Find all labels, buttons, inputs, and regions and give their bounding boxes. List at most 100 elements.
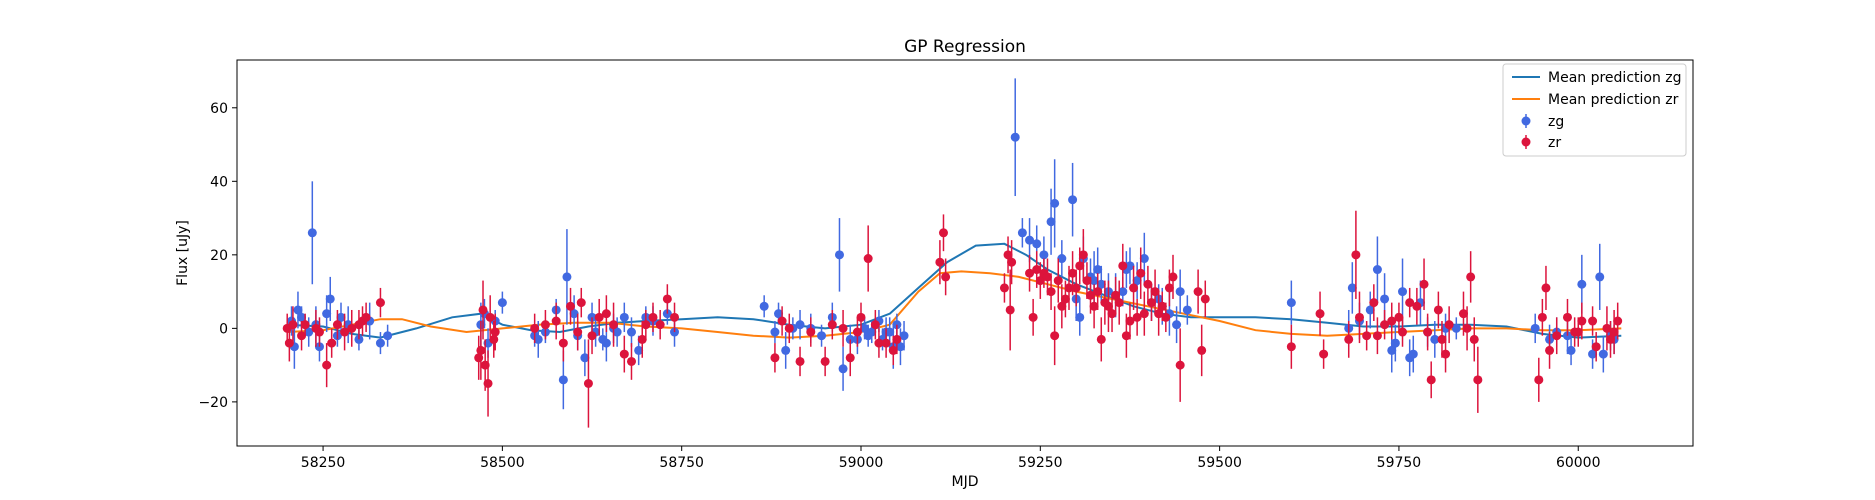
zr-points-group bbox=[282, 210, 1623, 428]
zr-point bbox=[1035, 276, 1045, 286]
zr-point bbox=[1032, 265, 1042, 275]
zr-point bbox=[1444, 320, 1454, 330]
zr-point bbox=[1412, 301, 1422, 311]
zr-point bbox=[300, 320, 310, 330]
zr-point bbox=[999, 283, 1009, 293]
zr-point bbox=[1132, 312, 1142, 322]
zr-point bbox=[1609, 327, 1619, 337]
zg-point bbox=[1025, 235, 1035, 245]
zr-point bbox=[558, 338, 568, 348]
zr-point bbox=[1005, 305, 1015, 315]
zg-point bbox=[795, 320, 805, 330]
zr-point bbox=[1103, 301, 1113, 311]
y-tick-label: 60 bbox=[210, 101, 228, 117]
zr-point bbox=[485, 312, 495, 322]
zg-point bbox=[1118, 287, 1128, 297]
zr-point bbox=[670, 312, 680, 322]
zr-point bbox=[1064, 283, 1074, 293]
zr-point bbox=[1545, 345, 1555, 355]
zg-point bbox=[759, 301, 769, 311]
zg-point bbox=[304, 327, 314, 337]
zr-point bbox=[340, 327, 350, 337]
zr-point bbox=[1552, 331, 1562, 341]
zr-point bbox=[1050, 331, 1060, 341]
zg-point bbox=[1595, 272, 1605, 282]
zr-point bbox=[874, 338, 884, 348]
zr-point bbox=[1398, 327, 1408, 337]
zg-point bbox=[322, 309, 332, 319]
zg-point bbox=[1372, 265, 1382, 275]
zr-point bbox=[1046, 287, 1056, 297]
zg-point bbox=[1032, 239, 1042, 249]
zg-point bbox=[1125, 261, 1135, 271]
zr-point bbox=[1469, 334, 1479, 344]
zr-point bbox=[820, 356, 830, 366]
zg-point bbox=[1598, 349, 1608, 359]
zr-point bbox=[1458, 309, 1468, 319]
zg-point bbox=[838, 364, 848, 374]
zg-point bbox=[1075, 312, 1085, 322]
zr-point bbox=[375, 298, 385, 308]
zr-point bbox=[573, 327, 583, 337]
zr-point bbox=[1433, 305, 1443, 315]
legend-box bbox=[1502, 63, 1687, 157]
zg-point bbox=[336, 312, 346, 322]
zr-point bbox=[594, 312, 604, 322]
zr-point bbox=[1121, 331, 1131, 341]
zr-point bbox=[489, 334, 499, 344]
zg-point bbox=[1175, 287, 1185, 297]
zr-point bbox=[1125, 316, 1135, 326]
zr-point bbox=[1078, 250, 1088, 260]
zg-point bbox=[375, 338, 385, 348]
zg-point bbox=[1451, 323, 1461, 333]
zr-point bbox=[637, 334, 647, 344]
zg-point bbox=[774, 309, 784, 319]
zg-point bbox=[1398, 287, 1408, 297]
zr-point bbox=[1075, 261, 1085, 271]
zg-point bbox=[325, 294, 335, 304]
zr-point bbox=[1394, 312, 1404, 322]
zr-point bbox=[1591, 342, 1601, 352]
zg-point bbox=[1172, 320, 1182, 330]
zg-point bbox=[1380, 294, 1390, 304]
zr-point bbox=[938, 228, 948, 238]
zg-point bbox=[817, 331, 827, 341]
zr-point bbox=[935, 257, 945, 267]
zr-point bbox=[777, 316, 787, 326]
zg-point bbox=[634, 345, 644, 355]
zr-point bbox=[1344, 334, 1354, 344]
zr-point bbox=[619, 349, 629, 359]
zr-point bbox=[478, 305, 488, 315]
zr-point bbox=[1007, 257, 1017, 267]
zr-point bbox=[1193, 287, 1203, 297]
zr-point bbox=[863, 254, 873, 264]
zr-point bbox=[662, 294, 672, 304]
zr-point bbox=[648, 312, 658, 322]
zr-point bbox=[838, 323, 848, 333]
zg-point bbox=[626, 327, 636, 337]
zr-point bbox=[1602, 323, 1612, 333]
zr-point bbox=[587, 331, 597, 341]
zr-point bbox=[284, 338, 294, 348]
zr-point bbox=[1071, 283, 1081, 293]
zr-point bbox=[1405, 298, 1415, 308]
zr-point bbox=[806, 327, 816, 337]
x-tick-label: 59750 bbox=[1377, 455, 1422, 471]
x-tick-label: 60000 bbox=[1556, 455, 1601, 471]
zr-point bbox=[1437, 334, 1447, 344]
zr-point bbox=[1086, 290, 1096, 300]
x-tick-label: 59500 bbox=[1197, 455, 1242, 471]
zr-point bbox=[1118, 261, 1128, 271]
zg-point bbox=[297, 312, 307, 322]
zr-point bbox=[870, 320, 880, 330]
zg-point bbox=[770, 327, 780, 337]
zr-point bbox=[1537, 312, 1547, 322]
x-tick-label: 58750 bbox=[659, 455, 704, 471]
zr-point bbox=[856, 312, 866, 322]
legend-label-mean-zr: Mean prediction zr bbox=[1548, 92, 1679, 108]
zr-point bbox=[1380, 320, 1390, 330]
x-tick-label: 59000 bbox=[839, 455, 884, 471]
zr-point bbox=[583, 379, 593, 389]
axis-ticks: 58250 58500 58750 59000 59250 59500 59750 60000… bbox=[198, 101, 1600, 471]
